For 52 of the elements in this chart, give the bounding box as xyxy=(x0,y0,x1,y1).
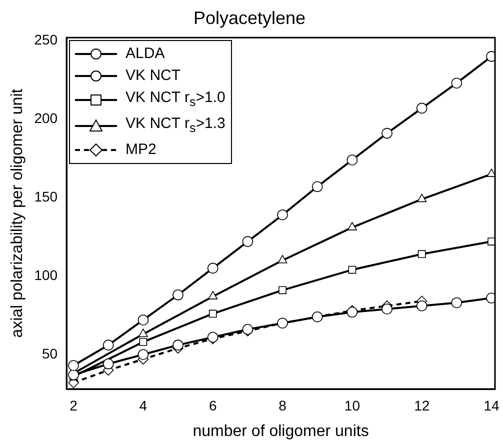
point xyxy=(102,358,114,370)
y-tick-label: 50 xyxy=(42,345,58,362)
point xyxy=(418,250,426,258)
point xyxy=(277,209,288,220)
point xyxy=(138,314,149,326)
point xyxy=(138,349,149,360)
y-tick-label: 200 xyxy=(34,110,58,126)
point xyxy=(312,311,323,322)
x-tick-label: 4 xyxy=(139,397,148,414)
y-axis-title: axial polarizability per oligomer unit xyxy=(9,88,26,338)
point xyxy=(172,340,184,350)
chart-title: Polyacetylene xyxy=(193,8,306,28)
x-tick-label: 14 xyxy=(484,397,500,414)
point xyxy=(382,304,392,314)
point xyxy=(208,310,217,318)
point xyxy=(416,300,428,312)
point xyxy=(382,128,392,139)
x-tick-label: 12 xyxy=(414,397,430,414)
point xyxy=(102,340,114,350)
point xyxy=(486,168,495,177)
legend-label: VK NCT r$_{s}$>1.3 xyxy=(126,114,226,137)
y-tick-label: 150 xyxy=(34,188,58,204)
point xyxy=(312,181,323,192)
point xyxy=(277,318,288,329)
point xyxy=(68,360,79,371)
x-tick-label: 6 xyxy=(208,397,217,414)
point xyxy=(207,262,218,274)
x-axis-title: number of oligomer units xyxy=(192,422,369,440)
point xyxy=(347,222,357,230)
point xyxy=(139,338,148,346)
point xyxy=(208,291,218,300)
legend-label: ALDA xyxy=(126,44,165,64)
point xyxy=(172,289,184,300)
x-tick-label: 8 xyxy=(278,397,287,414)
legend-label: VK NCT r$_{s}$>1.0 xyxy=(126,88,226,111)
point xyxy=(68,369,79,380)
point xyxy=(348,266,356,274)
point xyxy=(138,328,148,337)
y-tick-label: 250 xyxy=(34,32,58,48)
x-tick-label: 2 xyxy=(70,397,78,414)
x-tick-label: 10 xyxy=(344,397,360,414)
point xyxy=(416,102,428,114)
point xyxy=(346,154,358,166)
point xyxy=(278,286,286,294)
y-tick-label: 100 xyxy=(34,266,58,283)
legend-label: VK NCT xyxy=(126,66,181,86)
point xyxy=(278,254,288,264)
point xyxy=(417,194,427,202)
legend-label: MP2 xyxy=(126,140,156,160)
point xyxy=(451,297,462,308)
point xyxy=(242,236,254,247)
point xyxy=(451,78,462,88)
